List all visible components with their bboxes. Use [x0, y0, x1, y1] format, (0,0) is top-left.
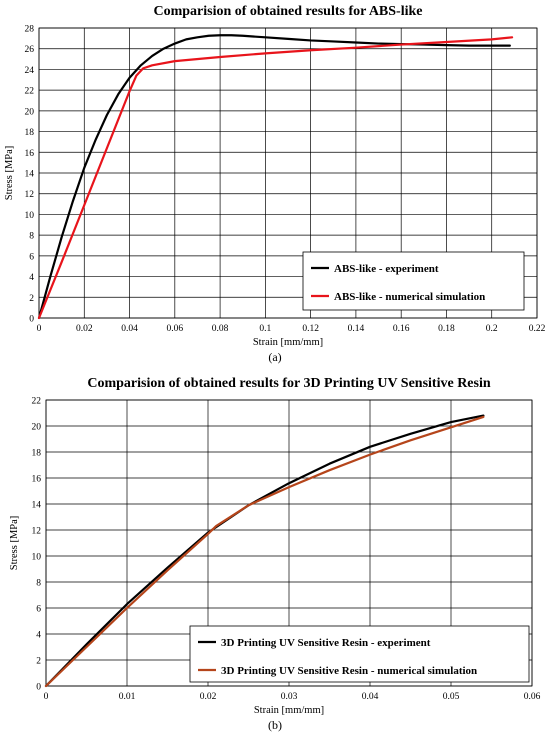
- y-tick-label: 2: [29, 294, 34, 304]
- x-tick-label: 0.22: [529, 324, 546, 334]
- series-line-simulation: [44, 415, 485, 688]
- legend-entry: 3D Printing UV Sensitive Resin - numeric…: [221, 665, 477, 677]
- legend-box: [302, 251, 525, 311]
- series-line-simulation: [37, 36, 514, 320]
- legend: ABS-like - experiment ABS-like - numerica…: [302, 251, 525, 311]
- x-tick-label: 0.18: [438, 324, 455, 334]
- plot-frame: [45, 399, 533, 687]
- panel-label: (a): [268, 350, 281, 364]
- y-tick-label: 12: [25, 190, 35, 200]
- y-axis-label: Stress [MPa]: [9, 516, 20, 571]
- y-tick-label: 6: [36, 605, 41, 615]
- x-tick-label: 0: [37, 324, 42, 334]
- y-tick-label: 0: [29, 315, 34, 325]
- y-tick-label: 22: [25, 87, 35, 97]
- x-axis-label: Strain [mm/mm]: [254, 705, 324, 716]
- y-tick-label: 6: [29, 252, 34, 262]
- x-tick-label: 0.1: [259, 324, 271, 334]
- x-tick-label: 0.16: [393, 324, 410, 334]
- x-tick-label: 0.05: [443, 692, 460, 702]
- y-axis-label: Stress [MPa]: [4, 146, 15, 201]
- x-tick-label: 0.12: [302, 324, 319, 334]
- y-tick-label: 18: [32, 449, 42, 459]
- x-tick-label: 0.02: [200, 692, 217, 702]
- y-tick-label: 2: [36, 657, 41, 667]
- y-tick-label: 10: [25, 211, 35, 221]
- y-tick-label: 18: [25, 128, 35, 138]
- x-tick-label: 0.08: [212, 324, 229, 334]
- y-tick-label: 4: [36, 631, 41, 641]
- y-tick-label: 20: [25, 107, 35, 117]
- legend-entry: ABS-like - numerical simulation: [334, 291, 485, 303]
- legend: 3D Printing UV Sensitive Resin - experim…: [189, 625, 530, 683]
- y-tick-label: 24: [25, 66, 35, 76]
- y-tick-label: 12: [32, 527, 42, 537]
- legend-entry: ABS-like - experiment: [334, 263, 439, 275]
- series-line-experiment: [44, 414, 485, 688]
- legend-entry: 3D Printing UV Sensitive Resin - experim…: [221, 637, 431, 649]
- y-tick-label: 14: [25, 170, 35, 180]
- y-tick-label: 16: [32, 475, 42, 485]
- y-tick-label: 28: [25, 25, 35, 35]
- y-tick-label: 8: [29, 232, 34, 242]
- chart-panel-a: Comparision of obtained results for ABS-…: [4, 4, 546, 364]
- legend-box: [189, 625, 530, 683]
- x-tick-label: 0.03: [281, 692, 298, 702]
- x-tick-label: 0.2: [486, 324, 498, 334]
- y-tick-label: 4: [29, 273, 34, 283]
- x-tick-label: 0.06: [167, 324, 184, 334]
- y-tick-label: 8: [36, 579, 41, 589]
- x-tick-label: 0.14: [348, 324, 365, 334]
- chart-title: Comparision of obtained results for 3D P…: [87, 376, 491, 391]
- x-tick-label: 0.01: [119, 692, 136, 702]
- chart-panel-b: Comparision of obtained results for 3D P…: [9, 376, 541, 732]
- y-tick-label: 26: [25, 45, 35, 55]
- chart-title: Comparision of obtained results for ABS-…: [153, 4, 422, 19]
- y-tick-label: 16: [25, 149, 35, 159]
- panel-label: (b): [268, 718, 282, 732]
- y-tick-label: 14: [32, 501, 42, 511]
- plot-frame: [38, 27, 538, 319]
- x-tick-label: 0.02: [76, 324, 93, 334]
- y-tick-label: 20: [32, 423, 42, 433]
- x-tick-label: 0: [44, 692, 49, 702]
- x-axis-label: Strain [mm/mm]: [253, 337, 323, 348]
- y-tick-label: 0: [36, 683, 41, 693]
- x-tick-label: 0.06: [524, 692, 541, 702]
- x-tick-label: 0.04: [362, 692, 379, 702]
- y-tick-label: 10: [32, 553, 42, 563]
- x-tick-label: 0.04: [121, 324, 138, 334]
- y-tick-label: 22: [32, 397, 42, 407]
